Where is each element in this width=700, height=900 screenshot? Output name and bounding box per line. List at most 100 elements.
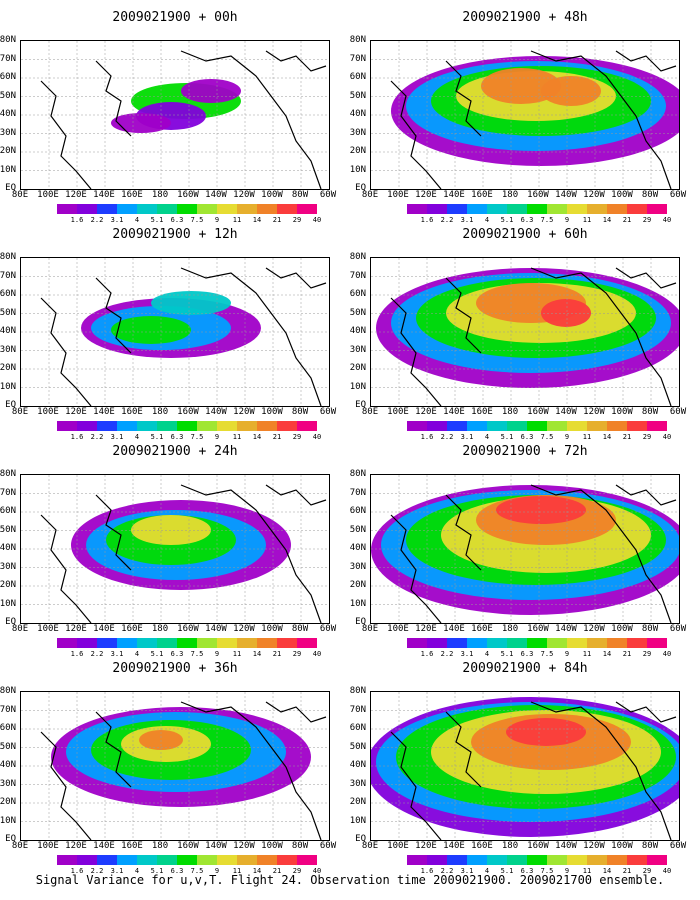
latitude-label: 20N (349, 797, 366, 807)
colorbar-swatch (157, 638, 177, 648)
colorbar-label: 2.2 (440, 433, 454, 441)
longitude-label: 80E (11, 624, 29, 634)
coastline (265, 50, 327, 72)
colorbar-label: 21 (622, 867, 632, 875)
latitude-label: EQ (355, 400, 366, 410)
latitude-label: 60N (0, 72, 16, 82)
colorbar-label: 21 (622, 216, 632, 224)
colorbar (407, 421, 667, 431)
colorbar-swatch (97, 204, 117, 214)
latitude-label: 80N (0, 35, 16, 45)
coastline (615, 484, 677, 506)
coastline (265, 484, 327, 506)
longitude-label: 180 (151, 624, 169, 634)
longitude-label: 100W (261, 190, 283, 200)
colorbar-swatch (507, 421, 527, 431)
variance-contour (111, 316, 191, 344)
panel-title: 2009021900 + 24h (112, 444, 238, 459)
longitude-label: 160E (121, 407, 143, 417)
colorbar-label: 40 (662, 867, 672, 875)
colorbar-swatch (137, 421, 157, 431)
colorbar-swatch (257, 204, 277, 214)
map-svg (21, 692, 329, 840)
colorbar-swatch (407, 421, 427, 431)
colorbar-swatch (197, 421, 217, 431)
longitude-label: 80E (361, 841, 379, 851)
coastline (180, 267, 322, 406)
colorbar-label: 7.5 (190, 216, 204, 224)
latitude-label: 40N (349, 326, 366, 336)
longitude-label: 100W (611, 190, 633, 200)
colorbar-swatch (117, 855, 137, 865)
colorbar-swatch (627, 421, 647, 431)
latitude-label: 40N (349, 109, 366, 119)
colorbar-swatch (237, 421, 257, 431)
colorbar-label: 9 (564, 650, 570, 658)
latitude-label: 70N (349, 704, 366, 715)
colorbar-swatch (277, 421, 297, 431)
longitude-label: 160E (471, 407, 493, 417)
latitude-label: 30N (0, 561, 16, 572)
longitude-label: 140W (205, 841, 227, 851)
longitude-label: 140E (93, 624, 115, 634)
colorbar-label: 3.1 (110, 867, 124, 875)
colorbar-swatch (547, 421, 567, 431)
latitude-label: 30N (0, 127, 16, 138)
longitude-label: 140E (93, 841, 115, 851)
map-svg (21, 258, 329, 406)
longitude-label: 140E (443, 407, 465, 417)
colorbar-label: 9 (564, 867, 570, 875)
colorbar-label: 14 (602, 433, 612, 441)
longitude-label: 60W (319, 624, 337, 634)
latitude-label: 60N (349, 506, 366, 516)
colorbar-label: 29 (642, 216, 652, 224)
latitude-label: 40N (0, 543, 16, 553)
colorbar-label: 11 (232, 650, 242, 658)
colorbar-swatch (157, 421, 177, 431)
colorbar-label: 1.6 (70, 867, 84, 875)
colorbar (407, 638, 667, 648)
coastline (40, 297, 92, 406)
colorbar-swatch (297, 638, 317, 648)
longitude-label: 180 (501, 841, 519, 851)
coastline (40, 80, 92, 189)
coastline (390, 514, 442, 623)
longitude-label: 80W (641, 190, 659, 200)
coastline (445, 60, 482, 137)
longitude-label: 100E (37, 841, 59, 851)
colorbar-label: 4 (484, 433, 490, 441)
colorbar-label: 3.1 (110, 650, 124, 658)
longitude-label: 160E (471, 190, 493, 200)
longitude-label: 100W (261, 624, 283, 634)
longitude-label: 120W (583, 190, 605, 200)
colorbar-label: 2.2 (90, 867, 104, 875)
colorbar-swatch (607, 421, 627, 431)
latitude-label: 40N (349, 543, 366, 553)
colorbar-label: 2.2 (440, 867, 454, 875)
colorbar-label: 2.2 (440, 650, 454, 658)
colorbar-label: 9 (564, 433, 570, 441)
colorbar-swatch (97, 855, 117, 865)
longitude-label: 160E (471, 841, 493, 851)
colorbar-swatch (427, 855, 447, 865)
colorbar-label: 40 (662, 216, 672, 224)
longitude-label: 120E (65, 624, 87, 634)
latitude-label: 70N (349, 487, 366, 498)
longitude-label: 80E (361, 407, 379, 417)
longitude-label: 120E (415, 407, 437, 417)
latitude-label: 40N (0, 109, 16, 119)
colorbar-label: 1.6 (420, 433, 434, 441)
colorbar-swatch (217, 855, 237, 865)
variance-contour (481, 68, 561, 104)
longitude-label: 80W (641, 624, 659, 634)
colorbar-label: 1.6 (70, 433, 84, 441)
longitude-label: 120E (65, 190, 87, 200)
colorbar-swatch (77, 421, 97, 431)
longitude-label: 60W (669, 624, 687, 634)
coastline (180, 701, 322, 840)
colorbar-swatch (467, 638, 487, 648)
colorbar-swatch (627, 638, 647, 648)
panel-title: 2009021900 + 00h (112, 10, 238, 25)
colorbar-swatch (487, 204, 507, 214)
longitude-label: 160W (177, 841, 199, 851)
